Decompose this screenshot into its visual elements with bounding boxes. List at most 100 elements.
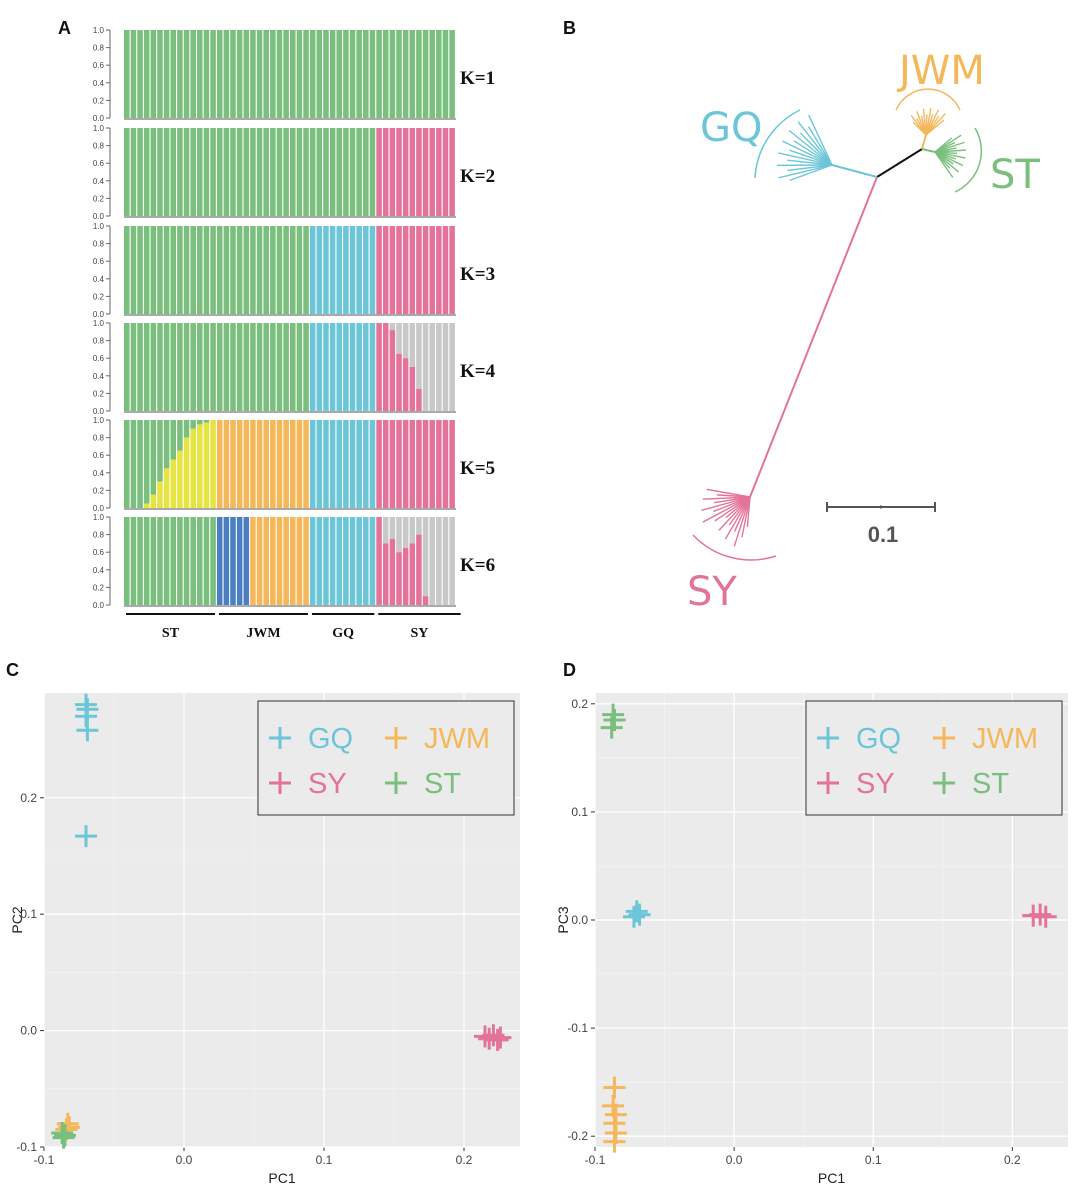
admix-bar bbox=[303, 226, 309, 314]
admix-bar bbox=[223, 323, 230, 411]
y-tick-label: 0.2 bbox=[93, 194, 105, 203]
admix-bar bbox=[422, 30, 429, 118]
admix-bar bbox=[449, 420, 455, 508]
data-point-st bbox=[600, 716, 623, 739]
k-label: K=6 bbox=[460, 555, 495, 576]
tree-arc-st bbox=[954, 127, 983, 193]
admix-bar bbox=[230, 30, 236, 118]
admix-bar bbox=[183, 226, 190, 314]
legend-box bbox=[805, 700, 1063, 816]
admix-bar bbox=[124, 517, 130, 605]
admix-bar bbox=[363, 517, 369, 605]
admix-bar bbox=[157, 226, 163, 314]
tree-panel: GQ JWM ST SY 0.1 bbox=[687, 48, 1040, 615]
admix-bar bbox=[283, 517, 289, 605]
admix-bar bbox=[236, 517, 243, 605]
admix-bar bbox=[416, 226, 422, 314]
admix-bar bbox=[216, 226, 223, 314]
admix-bar-component bbox=[177, 450, 183, 508]
admix-bar bbox=[402, 30, 409, 118]
admix-bar bbox=[283, 420, 289, 508]
tree-leaf-sy bbox=[718, 496, 751, 531]
legend-label-gq: GQ bbox=[308, 723, 353, 755]
admix-bar bbox=[190, 30, 196, 118]
admix-bar bbox=[409, 367, 416, 411]
admix-bar bbox=[276, 420, 283, 508]
admix-bar bbox=[382, 323, 389, 411]
admix-bar bbox=[230, 420, 236, 508]
admix-bar bbox=[402, 420, 409, 508]
admix-bar bbox=[210, 323, 216, 411]
k-label: K=5 bbox=[460, 458, 495, 479]
admix-bar bbox=[143, 323, 150, 411]
admix-bar bbox=[216, 517, 223, 605]
admix-bar bbox=[236, 420, 243, 508]
y-tick-label: -0.1 bbox=[16, 1140, 37, 1154]
admix-bar-component bbox=[449, 323, 455, 411]
admix-bar bbox=[316, 323, 323, 411]
admix-bar bbox=[429, 128, 435, 216]
y-tick-label: 0.6 bbox=[93, 61, 105, 70]
admix-bar bbox=[402, 128, 409, 216]
admix-bar bbox=[276, 226, 283, 314]
tree-branch-gq bbox=[831, 164, 878, 178]
admix-bar bbox=[283, 30, 289, 118]
admix-bar bbox=[442, 420, 449, 508]
admix-bar bbox=[416, 389, 422, 411]
admix-bar bbox=[150, 30, 157, 118]
admix-bar bbox=[203, 517, 210, 605]
x-tick-label: -0.1 bbox=[585, 1153, 606, 1167]
admix-bar bbox=[303, 30, 309, 118]
admix-bar bbox=[236, 323, 243, 411]
admix-bar bbox=[396, 226, 402, 314]
legend-box bbox=[257, 700, 515, 816]
admix-bar bbox=[336, 30, 343, 118]
y-tick-label: 0.0 bbox=[93, 114, 105, 123]
admix-bar bbox=[329, 517, 336, 605]
admix-bar bbox=[356, 517, 362, 605]
admix-bar bbox=[143, 517, 150, 605]
admix-bar bbox=[170, 323, 177, 411]
admix-bar bbox=[216, 323, 223, 411]
admix-bar-component bbox=[409, 323, 416, 367]
y-tick-label: 0.1 bbox=[571, 805, 588, 819]
admix-bar bbox=[343, 517, 349, 605]
admix-bar bbox=[396, 30, 402, 118]
admix-bar bbox=[190, 226, 196, 314]
admix-bar bbox=[343, 30, 349, 118]
admix-bar bbox=[382, 128, 389, 216]
y-tick-label: 0.4 bbox=[93, 566, 105, 575]
y-tick-label: 0.8 bbox=[93, 434, 105, 443]
admix-bar bbox=[256, 420, 263, 508]
admix-bar bbox=[223, 517, 230, 605]
admix-bar-component bbox=[183, 437, 190, 508]
admix-bar-component bbox=[416, 517, 422, 535]
admix-bar bbox=[376, 323, 382, 411]
admix-bar bbox=[376, 517, 382, 605]
admix-bar bbox=[223, 128, 230, 216]
admix-bar bbox=[396, 128, 402, 216]
admix-bar bbox=[177, 517, 183, 605]
admix-bar bbox=[323, 226, 329, 314]
admix-bar bbox=[250, 128, 256, 216]
admix-bar bbox=[369, 323, 376, 411]
admix-bar bbox=[436, 420, 442, 508]
admix-bar bbox=[124, 420, 130, 508]
tree-leaf-gq bbox=[787, 164, 833, 172]
admix-bar bbox=[382, 420, 389, 508]
admix-bar bbox=[416, 128, 422, 216]
group-label: GQ bbox=[332, 626, 354, 641]
admix-bar bbox=[336, 323, 343, 411]
admix-bar bbox=[197, 323, 203, 411]
admix-bar bbox=[409, 30, 416, 118]
admix-bar bbox=[157, 517, 163, 605]
admix-bar bbox=[236, 128, 243, 216]
admix-bar bbox=[170, 420, 177, 460]
x-tick-label: 0.0 bbox=[176, 1153, 193, 1167]
admix-bar bbox=[323, 420, 329, 508]
tree-leaf-gq bbox=[788, 129, 833, 166]
y-tick-label: 0.6 bbox=[93, 451, 105, 460]
admix-bar bbox=[369, 128, 376, 216]
admix-bar bbox=[296, 128, 303, 216]
